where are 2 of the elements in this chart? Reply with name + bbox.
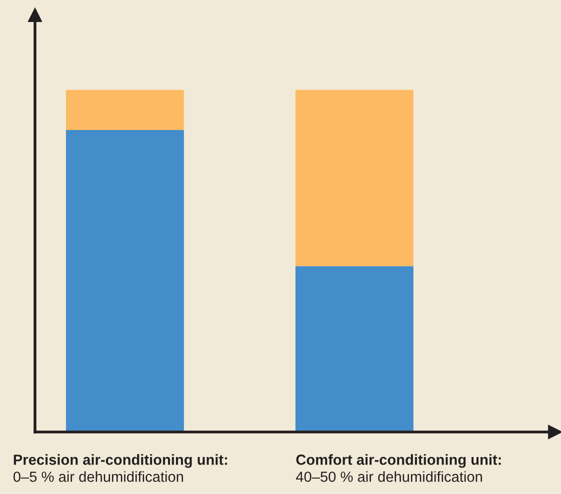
x-tick-label: Precision air-conditioning unit: 0–5 % air dehumidification xyxy=(13,454,228,482)
x-tick-label: Comfort air-conditioning unit: 40–50 % air dehumidification xyxy=(296,454,501,482)
